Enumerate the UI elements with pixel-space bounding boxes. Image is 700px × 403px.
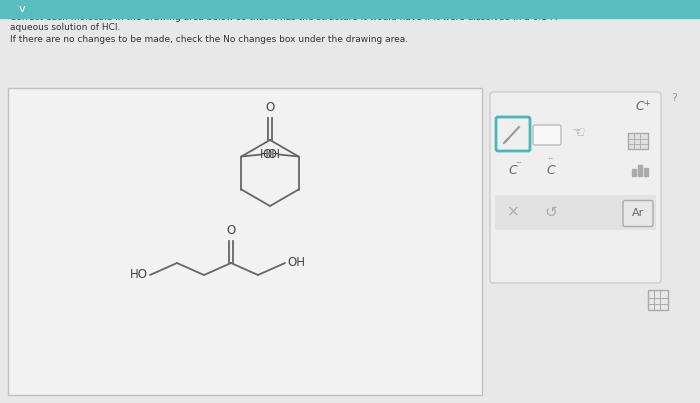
Text: C: C (509, 164, 517, 177)
Bar (644, 168, 648, 176)
Text: ¨: ¨ (548, 158, 554, 168)
FancyBboxPatch shape (496, 117, 530, 151)
Text: HO: HO (260, 148, 278, 161)
Bar (648, 290, 668, 310)
Bar (8, 88, 482, 395)
Text: aqueous solution of HCl.: aqueous solution of HCl. (10, 23, 120, 32)
Text: O: O (265, 101, 274, 114)
Text: Ar: Ar (632, 208, 644, 218)
FancyBboxPatch shape (533, 125, 561, 145)
FancyBboxPatch shape (623, 201, 653, 226)
Text: ?: ? (671, 93, 677, 103)
Text: ↺: ↺ (545, 205, 557, 220)
FancyBboxPatch shape (490, 92, 661, 283)
Text: v: v (19, 4, 25, 14)
Bar (0, 0, 700, 18)
Bar (628, 133, 648, 149)
Text: HO: HO (130, 268, 148, 282)
Text: If there are no changes to be made, check the No changes box under the drawing a: If there are no changes to be made, chec… (10, 35, 408, 44)
Text: OH: OH (287, 256, 305, 270)
Bar (632, 169, 636, 176)
Text: ⁻: ⁻ (515, 160, 521, 170)
Text: Correct each molecule in the drawing area below so that it has the structure it : Correct each molecule in the drawing are… (10, 13, 558, 22)
Text: ☜: ☜ (571, 125, 584, 141)
Text: +: + (643, 98, 650, 108)
Bar (495, 195, 656, 230)
Text: C: C (547, 164, 555, 177)
Text: O: O (226, 224, 236, 237)
Bar (638, 165, 642, 176)
Text: ×: × (507, 205, 519, 220)
Text: C: C (636, 100, 645, 114)
Text: OH: OH (262, 148, 281, 161)
